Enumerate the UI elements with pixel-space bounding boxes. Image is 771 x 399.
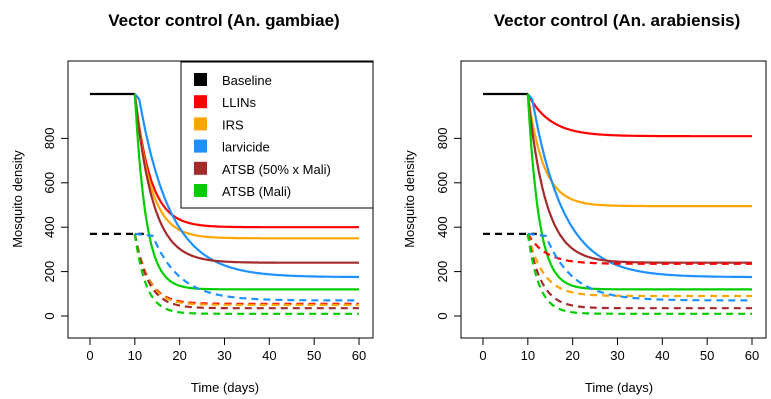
x-tick-label: 20 — [172, 348, 186, 363]
x-tick-label: 50 — [700, 348, 714, 363]
chart-title: Vector control (An. arabiensis) — [494, 11, 741, 30]
x-tick-label: 20 — [565, 348, 579, 363]
legend-swatch — [194, 73, 207, 86]
plot-frame — [460, 60, 767, 339]
series-line-larvicide-solid — [133, 93, 359, 279]
legend: Baseline LLINs IRS larvicide ATSB (50% x Mal… — [180, 61, 374, 209]
y-tick-label: 800 — [435, 128, 450, 150]
series-line-atsb-mali--dashed — [526, 233, 752, 315]
x-axis-label: Time (days) — [191, 380, 259, 395]
x-tick-label: 40 — [262, 348, 276, 363]
series-line-irs-solid — [133, 93, 359, 240]
legend-label: Baseline — [222, 73, 272, 88]
x-axis: 0 10 20 30 40 50 60 — [86, 337, 366, 363]
y-tick-label: 800 — [42, 128, 57, 150]
series-line-llins-dashed — [526, 233, 752, 265]
x-tick-label: 10 — [128, 348, 142, 363]
x-tick-label: 0 — [479, 348, 486, 363]
y-axis-label: Mosquito density — [402, 150, 417, 248]
legend-box — [180, 61, 374, 209]
x-tick-label: 30 — [610, 348, 624, 363]
series-line-irs-dashed — [526, 233, 752, 298]
legend-label: IRS — [222, 117, 244, 132]
legend-swatch — [194, 184, 207, 197]
x-tick-label: 10 — [521, 348, 535, 363]
legend-swatch — [194, 139, 207, 153]
series-line-irs-solid — [526, 93, 752, 208]
legend-swatch — [194, 161, 207, 175]
series-line-atsb-50-x-mali--dashed — [133, 233, 359, 310]
x-tick-label: 60 — [745, 348, 759, 363]
y-tick-label: 0 — [435, 312, 450, 319]
x-tick-label: 0 — [86, 348, 93, 363]
legend-label: larvicide — [222, 140, 270, 155]
legend-swatch — [194, 117, 207, 131]
y-axis: 0 200 400 600 800 — [435, 128, 462, 320]
series-line-larvicide-solid — [526, 93, 752, 279]
legend-swatch — [194, 95, 207, 109]
series-line-irs-dashed — [133, 233, 359, 306]
y-tick-label: 400 — [435, 216, 450, 238]
y-axis-label: Mosquito density — [10, 150, 25, 248]
y-tick-label: 600 — [42, 172, 57, 194]
panel-gambiae: Vector control (An. gambiae) 02004006008… — [10, 11, 374, 395]
legend-label: ATSB (Mali) — [222, 184, 291, 199]
series-line-atsb-50-x-mali--dashed — [526, 233, 752, 310]
x-tick-label: 40 — [655, 348, 669, 363]
series-line-atsb-mali--solid — [133, 93, 359, 291]
series-line-atsb-mali--dashed — [133, 233, 359, 315]
y-tick-label: 400 — [42, 216, 57, 238]
series-line-llins-dashed — [133, 233, 359, 305]
y-tick-label: 200 — [42, 261, 57, 283]
chart-title: Vector control (An. gambiae) — [108, 11, 339, 30]
y-tick-label: 200 — [435, 261, 450, 283]
legend-label: ATSB (50% x Mali) — [222, 162, 331, 177]
y-tick-label: 0 — [42, 312, 57, 319]
series-line-atsb-50-x-mali--solid — [133, 93, 359, 264]
series-line-atsb-50-x-mali--solid — [526, 93, 752, 264]
series-line-llins-solid — [526, 93, 752, 138]
series-line-atsb-mali--solid — [526, 93, 752, 291]
series-lines — [90, 92, 359, 315]
x-tick-label: 50 — [307, 348, 321, 363]
panel-arabiensis: Vector control (An. arabiensis) 02004006… — [402, 11, 767, 395]
x-axis: 0 10 20 30 40 50 60 — [479, 337, 759, 363]
legend-label: LLINs — [222, 95, 256, 110]
series-lines — [483, 92, 752, 315]
x-axis-label: Time (days) — [585, 380, 653, 395]
y-tick-label: 600 — [435, 172, 450, 194]
x-tick-label: 30 — [217, 348, 231, 363]
y-axis: 0 200 400 600 800 — [42, 128, 69, 320]
x-tick-label: 60 — [352, 348, 366, 363]
